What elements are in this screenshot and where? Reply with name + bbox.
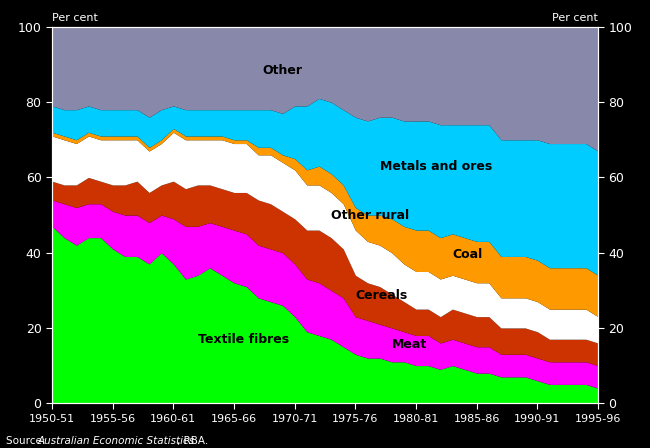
Text: Other: Other xyxy=(263,64,302,77)
Text: Coal: Coal xyxy=(452,248,483,261)
Text: Textile fibres: Textile fibres xyxy=(198,333,289,346)
Text: Australian Economic Statistics: Australian Economic Statistics xyxy=(38,436,195,446)
Text: Cereals: Cereals xyxy=(356,289,408,302)
Text: Per cent: Per cent xyxy=(552,13,598,23)
Text: Meat: Meat xyxy=(392,338,427,351)
Text: Metals and ores: Metals and ores xyxy=(380,159,492,172)
Text: Source:: Source: xyxy=(6,436,53,446)
Text: Other rural: Other rural xyxy=(331,208,410,222)
Text: , RBA.: , RBA. xyxy=(177,436,208,446)
Text: Per cent: Per cent xyxy=(52,13,98,23)
